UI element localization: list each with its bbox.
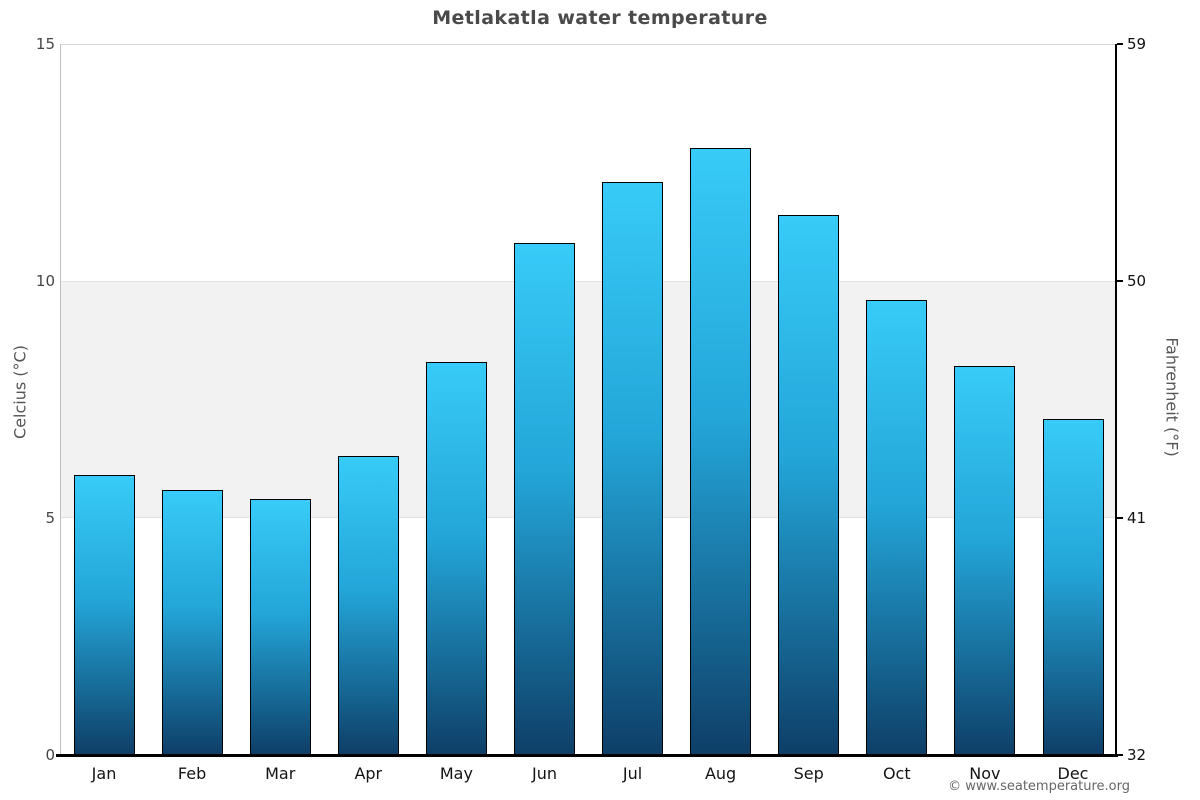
right-axis-tickmark [1117, 43, 1123, 45]
bar-jun [514, 243, 575, 755]
bar-sep [778, 214, 840, 755]
right-axis-tickmark [1117, 517, 1123, 519]
x-tick-jul: Jul [622, 764, 643, 783]
y-tick-right-32: 32 [1127, 746, 1147, 764]
band-5-10 [60, 281, 1117, 518]
y-tick-left-0: 0 [45, 746, 55, 764]
y-axis-label-celsius: Celcius (°C) [10, 345, 30, 439]
bar-apr [337, 456, 399, 755]
bar-jan [73, 475, 135, 755]
x-tick-dec: Dec [1057, 764, 1089, 783]
bar-dec [1042, 418, 1104, 755]
bar-feb [161, 489, 223, 755]
y-tick-right-59: 59 [1127, 35, 1147, 53]
x-tick-jan: Jan [91, 764, 117, 783]
y-tick-left-15: 15 [35, 35, 55, 53]
y-tick-left-5: 5 [45, 509, 55, 527]
bar-jul [602, 181, 663, 755]
bar-mar [249, 499, 311, 755]
x-tick-feb: Feb [177, 764, 207, 783]
x-tick-apr: Apr [354, 764, 383, 783]
gridline-15 [60, 44, 1117, 45]
bar-nov [954, 366, 1016, 755]
bar-may [425, 361, 487, 755]
x-tick-nov: Nov [969, 764, 1001, 783]
bar-aug [690, 148, 752, 755]
x-axis-line [56, 754, 1118, 757]
y-tick-right-50: 50 [1127, 272, 1147, 290]
bar-oct [866, 300, 928, 755]
y-axis-left-line [60, 44, 61, 755]
y-axis-right-line [1115, 44, 1117, 757]
copyright-link[interactable]: © www.seatemperature.org [948, 779, 1130, 794]
x-tick-may: May [439, 764, 473, 783]
plot-area [60, 44, 1117, 755]
y-tick-right-41: 41 [1127, 509, 1147, 527]
x-tick-jun: Jun [532, 764, 557, 783]
x-tick-oct: Oct [882, 764, 911, 783]
x-tick-mar: Mar [265, 764, 296, 783]
right-axis-tickmark [1117, 754, 1123, 756]
right-axis-tickmark [1117, 280, 1123, 282]
y-tick-left-10: 10 [35, 272, 55, 290]
y-axis-label-fahrenheit: Fahrenheit (°F) [1162, 337, 1182, 457]
x-tick-sep: Sep [793, 764, 824, 783]
chart-title: Metlakatla water temperature [432, 7, 768, 29]
x-tick-aug: Aug [704, 764, 737, 783]
